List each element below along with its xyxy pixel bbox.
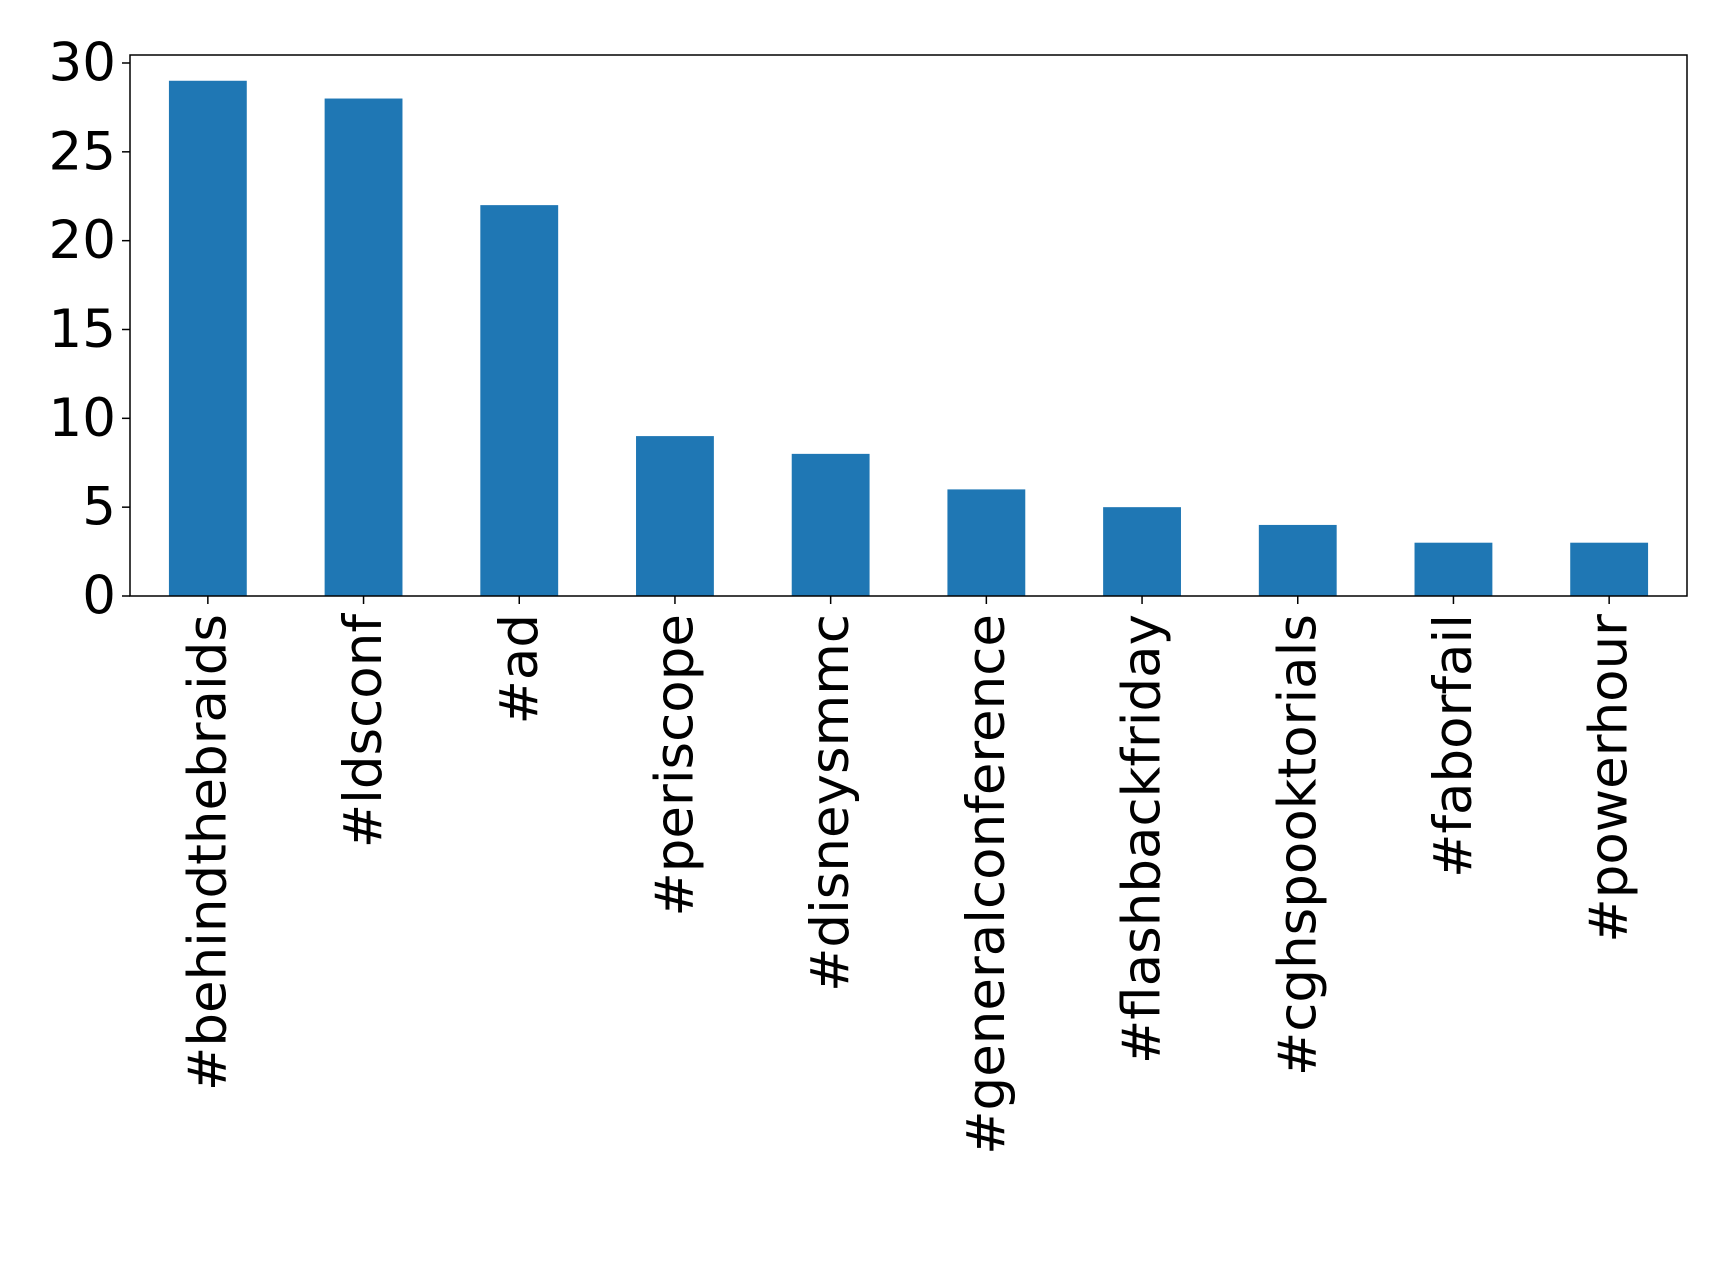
y-tick-label: 30	[49, 32, 116, 93]
bar	[1258, 524, 1337, 596]
bar	[1414, 542, 1493, 596]
x-tick-label: #faborfail	[1423, 614, 1484, 878]
bar	[791, 453, 870, 596]
y-tick-label: 0	[82, 566, 116, 627]
x-tick-label: #flashbackfriday	[1112, 614, 1173, 1064]
x-tick-label: #periscope	[644, 614, 705, 917]
y-tick-label: 15	[49, 299, 116, 360]
bar	[947, 489, 1026, 596]
x-tick-label: #ad	[489, 614, 550, 725]
y-tick-label: 25	[49, 121, 116, 182]
x-tick-label: #behindthebraids	[177, 614, 238, 1091]
bar	[1570, 542, 1649, 596]
x-tick-label: #powerhour	[1579, 614, 1640, 943]
x-tick-label: #cghspooktorials	[1267, 614, 1328, 1076]
y-tick-label: 5	[82, 477, 116, 538]
y-tick-label: 20	[49, 210, 116, 271]
bar	[1103, 507, 1181, 596]
x-tick-label: #generalconference	[956, 614, 1017, 1155]
y-tick-label: 10	[49, 388, 116, 449]
bar	[324, 98, 403, 596]
bar	[636, 436, 714, 596]
bar	[480, 205, 559, 597]
x-tick-label: #disneysmmc	[800, 614, 861, 992]
x-tick-label: #ldsconf	[333, 613, 394, 849]
bar	[168, 80, 247, 596]
plot-frame	[129, 54, 1688, 597]
